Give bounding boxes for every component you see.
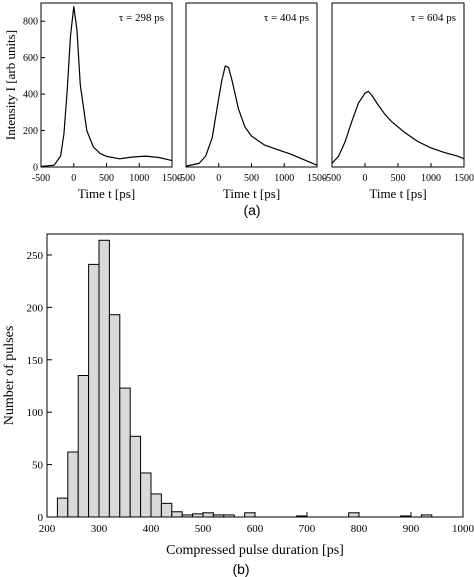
histogram-bar: [119, 387, 131, 518]
y-tick-label: 100: [27, 407, 44, 419]
x-tick-label: 1000: [129, 173, 149, 184]
y-tick-label: 200: [23, 126, 38, 137]
x-tick-label: 500: [195, 523, 212, 535]
plot-frame: [40, 2, 173, 168]
histogram-bar: [88, 263, 100, 518]
x-tick-label: -500: [177, 173, 195, 184]
y-tick-label: 200: [27, 302, 44, 314]
y-tick-label: 0: [33, 163, 38, 174]
x-tick-label: 500: [244, 173, 259, 184]
line-chart-3: -500 0 500 1000 1500 τ = 604 ps Time t [ps]: [323, 2, 474, 201]
x-tick-label: 1500: [162, 173, 182, 184]
tau-annotation: τ = 404 ps: [264, 12, 309, 24]
y-axis-label: Number of pulses: [2, 326, 17, 426]
y-tick-label: 50: [32, 460, 44, 472]
y-tick-label: 250: [27, 250, 44, 262]
x-tick-label: 700: [299, 523, 316, 535]
histogram-bar: [98, 239, 110, 518]
panel-label-a: (a): [243, 202, 260, 218]
x-tick-label: 300: [91, 523, 108, 535]
histogram: 200 300 400 500 600 700 800 900 1000 0 50 100 150 200…: [2, 233, 474, 558]
histogram-bar: [171, 511, 183, 518]
x-tick-label: -500: [32, 173, 50, 184]
x-axis-label: Time t [ps]: [369, 186, 426, 201]
x-tick-label: 0: [216, 173, 221, 184]
x-tick-label: 0: [363, 173, 368, 184]
y-tick-label: 800: [23, 17, 38, 28]
x-tick-label: 1500: [454, 173, 474, 184]
x-tick-label: 0: [71, 173, 76, 184]
histogram-bar: [150, 493, 162, 518]
panel-b: 200 300 400 500 600 700 800 900 1000 0 50 100 150 200…: [2, 233, 474, 558]
histogram-bar: [129, 435, 142, 518]
y-tick-label: 600: [23, 53, 38, 64]
x-tick-label: 400: [143, 523, 160, 535]
x-tick-label: -500: [323, 173, 341, 184]
x-tick-label: 900: [403, 523, 420, 535]
x-axis-label: Compressed pulse duration [ps]: [166, 543, 344, 558]
tau-annotation: τ = 604 ps: [411, 12, 456, 24]
x-tick-label: 1000: [421, 173, 441, 184]
histogram-bar: [108, 314, 121, 518]
line-chart-2: -500 0 500 1000 1500 τ = 404 ps Time t [ps]: [177, 2, 327, 201]
y-tick-label: 400: [23, 90, 38, 101]
y-tick-label: 150: [27, 355, 44, 367]
x-axis-label: Time t [ps]: [78, 186, 135, 201]
x-tick-label: 800: [351, 523, 368, 535]
plot-frame: [185, 2, 318, 168]
intensity-curve: [40, 5, 173, 168]
histogram-bar: [56, 497, 69, 518]
y-tick-label: 0: [38, 512, 44, 524]
x-tick-label: 500: [99, 173, 114, 184]
histogram-bar: [67, 451, 79, 518]
intensity-curve: [331, 90, 465, 164]
y-axis-label: Intensity I [arb units]: [3, 30, 18, 140]
histogram-bar: [244, 512, 256, 518]
x-tick-label: 600: [247, 523, 264, 535]
histogram-bar: [202, 512, 214, 518]
x-tick-label: 1000: [452, 523, 474, 535]
histogram-bar: [140, 472, 152, 518]
histogram-bar: [348, 512, 360, 518]
plot-frame: [331, 2, 465, 168]
x-tick-label: 1000: [274, 173, 294, 184]
x-tick-label: 200: [39, 523, 56, 535]
tau-annotation: τ = 298 ps: [119, 12, 164, 24]
x-tick-label: 1500: [307, 173, 327, 184]
x-tick-label: 500: [391, 173, 406, 184]
histogram-bar: [160, 502, 173, 518]
x-axis-label: Time t [ps]: [223, 186, 280, 201]
panel-label-b: (b): [232, 561, 249, 577]
intensity-curve: [185, 65, 318, 167]
histogram-bar: [77, 375, 90, 518]
